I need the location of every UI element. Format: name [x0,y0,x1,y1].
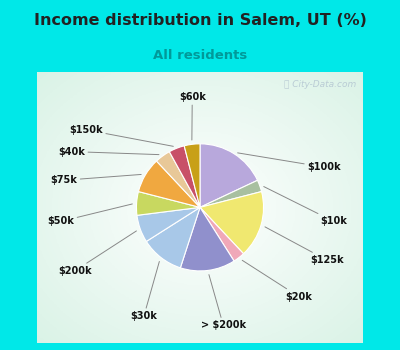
Text: $10k: $10k [264,187,347,226]
Wedge shape [136,191,200,215]
Text: All residents: All residents [153,49,247,62]
Wedge shape [169,146,200,207]
Text: $60k: $60k [179,92,206,140]
Wedge shape [200,144,258,207]
Wedge shape [146,207,200,268]
Wedge shape [200,191,264,254]
Text: $40k: $40k [58,147,159,156]
Text: $125k: $125k [265,227,344,265]
Wedge shape [137,207,200,241]
Text: $150k: $150k [70,125,173,146]
Wedge shape [200,207,244,261]
Text: $50k: $50k [48,204,132,226]
Text: $75k: $75k [51,174,141,185]
Text: $100k: $100k [238,153,340,172]
Text: > $200k: > $200k [201,275,246,330]
Text: $30k: $30k [130,261,159,321]
Text: $200k: $200k [58,231,136,276]
Wedge shape [156,152,200,207]
Wedge shape [180,207,234,271]
Wedge shape [138,161,200,207]
Text: Income distribution in Salem, UT (%): Income distribution in Salem, UT (%) [34,13,366,28]
Wedge shape [200,180,262,207]
Text: $20k: $20k [242,260,312,301]
Text: ⓘ City-Data.com: ⓘ City-Data.com [284,80,356,89]
Wedge shape [184,144,200,207]
